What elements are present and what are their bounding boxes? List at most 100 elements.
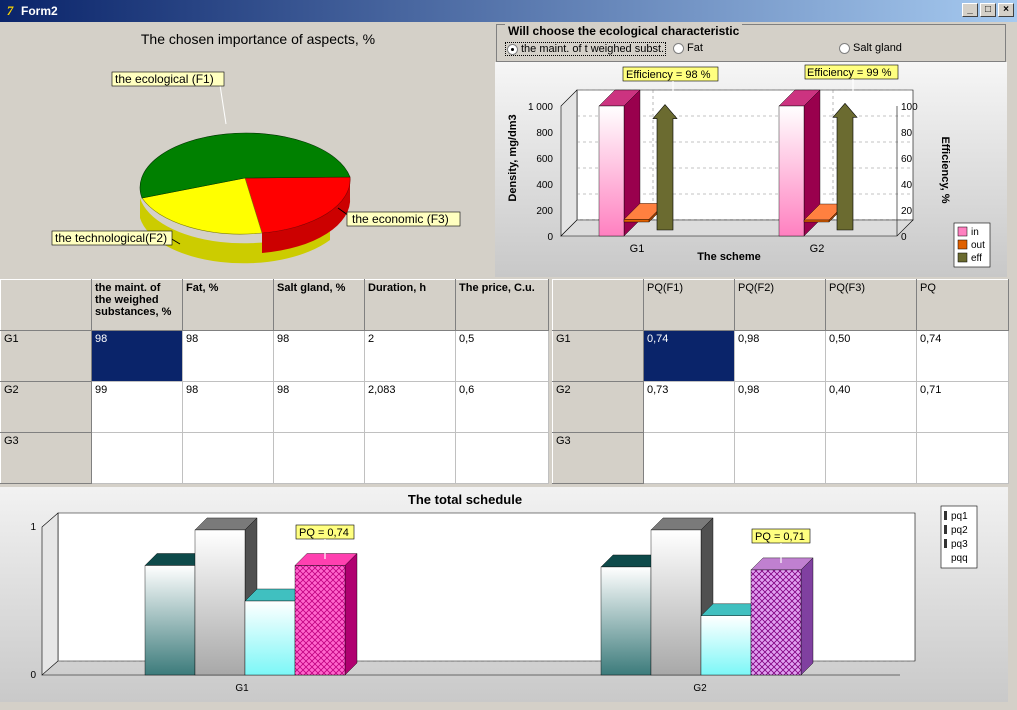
scheme-bar-eff <box>652 104 678 231</box>
total-legend: pq1 pq2 pq3 pqq <box>940 505 978 569</box>
parameters-table[interactable]: the maint. of the weighed substances, % … <box>0 279 549 484</box>
table-cell[interactable]: 99 <box>91 381 183 433</box>
table-row: G1 98 98 98 2 0,5 <box>0 330 549 382</box>
table-cell[interactable] <box>916 432 1009 484</box>
table-cell[interactable]: 0,74 <box>916 330 1009 382</box>
table-cell[interactable] <box>273 432 365 484</box>
scheme-y2tick: 20 <box>901 206 913 217</box>
table-cell[interactable]: 0,98 <box>734 381 826 433</box>
row-header[interactable]: G2 <box>0 381 92 433</box>
scheme-y2label: Efficiency, % <box>939 136 951 203</box>
header-pq[interactable]: PQ <box>916 279 1009 331</box>
table-cell[interactable]: 0,6 <box>455 381 549 433</box>
header-price[interactable]: The price, C.u. <box>455 279 549 331</box>
scheme-xtick-g1: G1 <box>630 243 645 255</box>
close-button[interactable]: × <box>998 3 1014 17</box>
table-cell[interactable]: 98 <box>182 381 274 433</box>
header-salt-gland[interactable]: Salt gland, % <box>273 279 365 331</box>
table-cell[interactable] <box>734 432 826 484</box>
table-cell[interactable] <box>455 432 549 484</box>
pie-chart: The chosen importance of aspects, % the … <box>51 31 461 264</box>
svg-text:the technological(F2): the technological(F2) <box>55 231 167 245</box>
scheme-y2tick: 40 <box>901 180 913 191</box>
minimize-button[interactable]: _ <box>962 3 978 17</box>
scheme-y2tick: 100 <box>901 102 918 113</box>
legend-eff: eff <box>971 253 982 264</box>
radio-label: Salt gland <box>853 42 902 54</box>
table-row: G2 0,73 0,98 0,40 0,71 <box>552 381 1009 433</box>
svg-text:the ecological (F1): the ecological (F1) <box>115 72 214 86</box>
delphi-app-icon[interactable]: 7 <box>6 3 14 18</box>
maximize-button[interactable]: □ <box>980 3 996 17</box>
pie-title: The chosen importance of aspects, % <box>141 31 375 47</box>
row-header[interactable]: G3 <box>552 432 644 484</box>
table-row: G3 <box>552 432 1009 484</box>
table-cell[interactable]: 0,50 <box>825 330 917 382</box>
table-cell[interactable]: 0,73 <box>643 381 735 433</box>
scheme-ytick: 1 000 <box>528 102 553 113</box>
ecological-characteristic-group: Will choose the ecological characteristi… <box>496 24 1006 62</box>
svg-text:Efficiency = 99 %: Efficiency = 99 % <box>807 67 892 79</box>
total-annotation-g1: PQ = 0,74 <box>295 524 355 559</box>
scheme-legend: in out eff <box>953 222 991 268</box>
pq-table[interactable]: PQ(F1) PQ(F2) PQ(F3) PQ G1 0,74 0,98 0,5… <box>552 279 1009 484</box>
pie-slice-ecological <box>139 132 351 199</box>
table-row: G3 <box>0 432 549 484</box>
header-pq-f2[interactable]: PQ(F2) <box>734 279 826 331</box>
scheme-y2tick: 80 <box>901 128 913 139</box>
table-cell[interactable]: 2 <box>364 330 456 382</box>
header-pq-f3[interactable]: PQ(F3) <box>825 279 917 331</box>
table-cell[interactable]: 0,5 <box>455 330 549 382</box>
pie-chart-panel: The chosen importance of aspects, % the … <box>0 22 494 278</box>
table-cell[interactable]: 98 <box>273 330 365 382</box>
radio-salt-gland[interactable]: Salt gland <box>839 42 902 54</box>
table-cell[interactable]: 98 <box>182 330 274 382</box>
group-title: Will choose the ecological characteristi… <box>505 24 743 38</box>
header-pq-f1[interactable]: PQ(F1) <box>643 279 735 331</box>
table-cell[interactable]: 0,98 <box>734 330 826 382</box>
legend-out: out <box>971 240 985 251</box>
radio-dot-icon <box>839 42 850 54</box>
radio-fat[interactable]: Fat <box>673 42 703 54</box>
radio-weighed-substances[interactable]: the maint. of t weighed subst. <box>505 42 667 56</box>
scheme-bar-in <box>598 89 641 237</box>
total-xtick-g2: G2 <box>693 683 707 694</box>
row-header[interactable]: G1 <box>0 330 92 382</box>
table-cell[interactable]: 0,71 <box>916 381 1009 433</box>
row-header[interactable]: G2 <box>552 381 644 433</box>
table-cell[interactable] <box>182 432 274 484</box>
table-cell[interactable] <box>643 432 735 484</box>
scheme-chart-panel: 1 000 800 600 400 200 0 100 80 60 40 20 0 Density,… <box>495 62 1007 277</box>
pie-slice-f3-side <box>262 177 351 253</box>
legend-in: in <box>971 227 979 238</box>
row-header[interactable]: G1 <box>552 330 644 382</box>
radio-dot-icon <box>507 43 518 55</box>
scheme-annotation-g1: Efficiency = 98 % <box>622 66 719 100</box>
table-cell[interactable]: 0,40 <box>825 381 917 433</box>
header-duration[interactable]: Duration, h <box>364 279 456 331</box>
pie-slice-economic <box>244 176 351 234</box>
row-header[interactable]: G3 <box>0 432 92 484</box>
scheme-y2tick: 60 <box>901 154 913 165</box>
total-bar-pqq <box>294 552 358 676</box>
legend-pqq: pqq <box>951 553 968 564</box>
radio-dot-icon <box>673 42 684 54</box>
legend-pq3: pq3 <box>951 539 968 550</box>
table-cell[interactable]: 98 <box>91 330 183 382</box>
table-cell[interactable] <box>91 432 183 484</box>
pie-label-technological: the technological(F2) <box>51 230 173 246</box>
legend-pq1: pq1 <box>951 511 968 522</box>
header-weighed-substances[interactable]: the maint. of the weighed substances, % <box>91 279 183 331</box>
total-xtick-g1: G1 <box>235 683 249 694</box>
table-cell[interactable]: 2,083 <box>364 381 456 433</box>
table-cell[interactable]: 0,74 <box>643 330 735 382</box>
table-cell[interactable]: 98 <box>273 381 365 433</box>
table-corner <box>0 279 92 331</box>
header-fat[interactable]: Fat, % <box>182 279 274 331</box>
legend-eff-swatch <box>957 252 968 263</box>
scheme-ytick: 600 <box>536 154 553 165</box>
table-cell[interactable] <box>364 432 456 484</box>
table-cell[interactable] <box>825 432 917 484</box>
pie-label-economic: the economic (F3) <box>346 211 461 227</box>
